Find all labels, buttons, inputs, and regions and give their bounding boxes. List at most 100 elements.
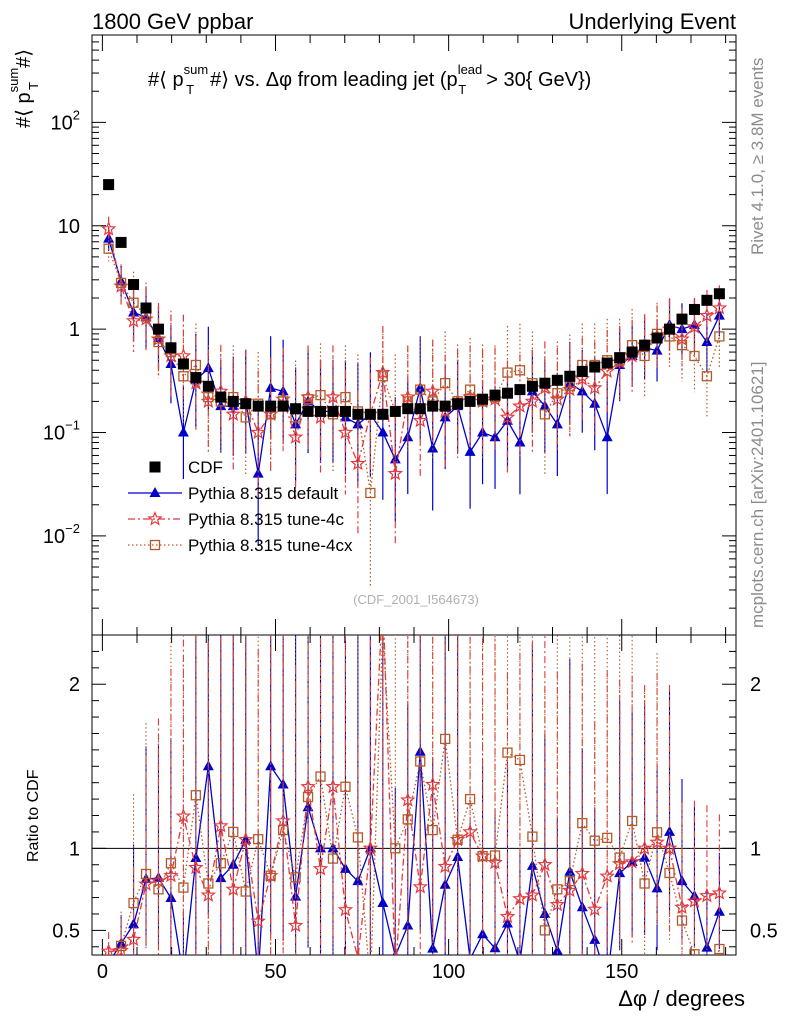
ratio-point-series-3	[277, 824, 289, 836]
main-point-series-3	[415, 384, 426, 395]
ratio-point-series-2	[275, 812, 291, 828]
main-point-series-0	[526, 380, 538, 392]
ratio-y-tick-label-right: 1	[750, 838, 761, 860]
main-point-series-0	[364, 408, 376, 420]
ylabel-prefix: #⟨ p	[13, 92, 35, 128]
ratio-point-series-3	[452, 834, 463, 845]
main-point-series-0	[327, 405, 339, 417]
ratio-series-layer	[100, 635, 728, 988]
main-point-series-3	[365, 487, 376, 499]
ratio-point-series-3	[366, 979, 375, 988]
ratio-point-series-2	[237, 831, 254, 847]
ratio-series-3	[115, 635, 725, 988]
main-point-series-0	[227, 395, 239, 407]
title-sup2: lead	[458, 62, 483, 77]
x-tick-label: 150	[605, 961, 638, 983]
main-point-series-3	[689, 350, 700, 362]
ratio-point-series-2	[574, 865, 591, 881]
main-point-series-0	[115, 236, 127, 248]
ratio-point-series-3	[390, 843, 401, 854]
analysis-watermark: (CDF_2001_I564673)	[353, 592, 479, 607]
main-y-tick-exponent: −2	[65, 521, 80, 536]
main-point-series-0	[152, 323, 164, 335]
ratio-point-series-3	[265, 870, 276, 881]
main-point-series-0	[252, 400, 264, 412]
ratio-point-series-3	[527, 831, 538, 842]
ratio-point-series-3	[203, 878, 214, 889]
ratio-point-series-2	[587, 901, 603, 917]
main-point-series-2	[699, 307, 715, 323]
main-y-tick-label: 10−2	[43, 521, 80, 548]
main-point-series-3	[103, 243, 114, 254]
ratio-point-series-3	[514, 754, 526, 766]
title-suffix: > 30{ GeV})	[486, 69, 591, 91]
legend-entry-0-marker	[149, 461, 161, 473]
main-point-series-1	[377, 426, 389, 437]
main-point-series-3	[178, 371, 189, 382]
x-tick-label: 50	[264, 961, 286, 983]
ratio-point-series-2	[389, 965, 401, 977]
main-point-series-2	[337, 424, 354, 440]
main-point-series-2	[125, 312, 142, 328]
main-point-series-3	[676, 339, 688, 351]
ratio-point-series-2	[325, 778, 341, 794]
ratio-point-series-2	[300, 778, 316, 794]
main-point-series-0	[389, 405, 401, 417]
ratio-point-series-3	[302, 791, 314, 803]
main-point-series-0	[277, 400, 289, 412]
main-point-series-2	[412, 412, 428, 428]
legend-entry-2-marker	[147, 510, 163, 526]
main-point-series-3	[502, 367, 513, 378]
main-point-series-2	[499, 409, 516, 425]
ratio-point-series-2	[138, 876, 154, 891]
ratio-y-label: Ratio to CDF	[25, 769, 42, 862]
ylabel-sub: T	[26, 82, 41, 90]
main-y-tick-label: 102	[51, 107, 80, 134]
main-point-series-3	[203, 391, 214, 403]
main-line-series-2	[107, 228, 720, 474]
legend-entry-2-label: Pythia 8.315 tune-4c	[188, 510, 344, 529]
main-point-series-3	[539, 409, 551, 420]
ratio-point-series-1	[501, 917, 513, 928]
main-y-label: #⟨ psum T #⟩	[6, 49, 41, 128]
main-point-series-0	[551, 374, 563, 386]
ratio-y-tick-label-left: 0.5	[52, 920, 80, 942]
ratio-point-series-1	[377, 897, 389, 908]
main-point-series-0	[339, 405, 351, 417]
ratio-point-series-3	[664, 867, 675, 879]
main-point-series-0	[713, 288, 725, 300]
main-point-series-0	[352, 408, 364, 420]
main-y-tick-base: 10	[43, 526, 65, 548]
ratio-plot-frame	[91, 634, 737, 956]
ratio-point-series-2	[287, 917, 304, 933]
ratio-point-series-3	[477, 850, 488, 862]
main-point-series-1	[514, 436, 526, 447]
x-axis: 0 50 100 150	[97, 35, 727, 983]
plot-title: #⟨ psum T #⟩ vs. Δφ from leading jet (plea…	[148, 62, 591, 97]
main-point-series-0	[165, 342, 177, 354]
main-point-series-2	[424, 383, 441, 398]
ratio-y-axis: 0.5 0.5 1 1 2 2	[52, 650, 778, 948]
main-point-series-3	[153, 336, 164, 348]
main-point-series-3	[552, 388, 563, 399]
ratio-point-series-2	[674, 899, 690, 915]
main-point-series-3	[377, 371, 388, 382]
ratio-point-series-3	[340, 781, 351, 792]
main-point-series-0	[664, 323, 676, 335]
ratio-point-series-3	[639, 878, 650, 889]
main-point-series-1	[601, 431, 613, 442]
x-tick-label: 0	[97, 961, 108, 983]
main-point-series-0	[427, 400, 439, 412]
main-point-series-0	[202, 380, 214, 392]
ratio-point-series-3	[614, 852, 625, 863]
ratio-y-tick-label-right: 2	[750, 674, 761, 696]
ratio-point-series-3	[626, 815, 638, 827]
main-point-series-0	[452, 398, 464, 410]
ratio-point-series-3	[415, 756, 426, 767]
ratio-point-series-1	[514, 956, 525, 966]
header-left: 1800 GeV ppbar	[92, 9, 253, 34]
main-point-series-3	[564, 381, 575, 392]
title-sup: sum	[184, 62, 209, 77]
main-point-series-0	[190, 372, 202, 384]
